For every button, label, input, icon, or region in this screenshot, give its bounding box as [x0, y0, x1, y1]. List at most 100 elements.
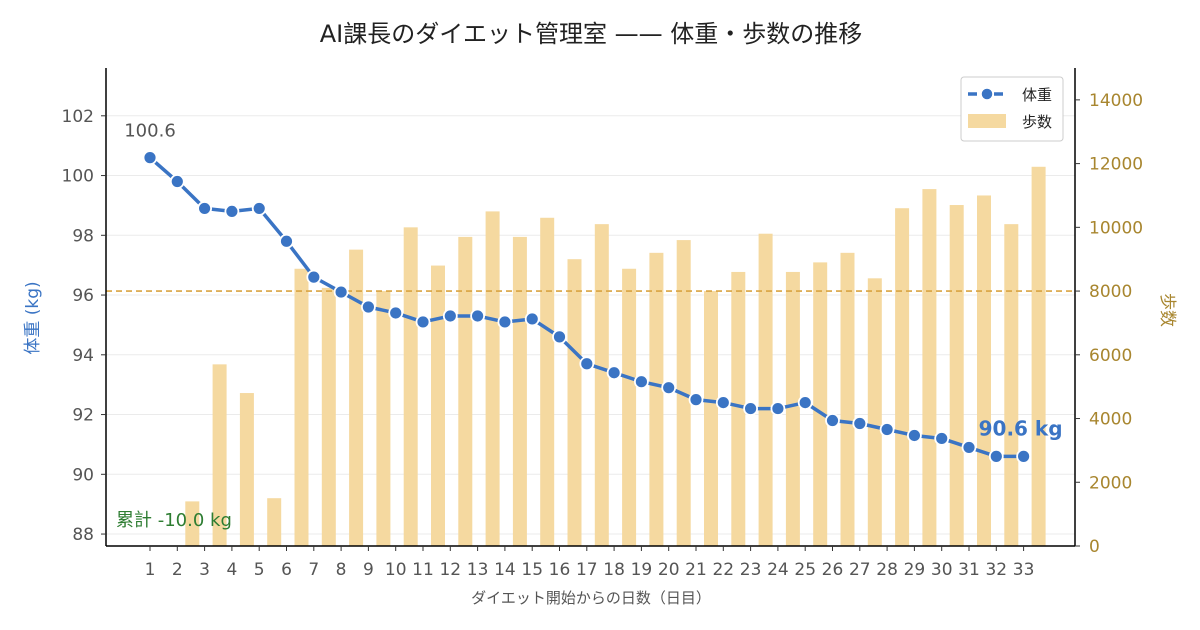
right-tick-label: 8000 [1089, 282, 1132, 302]
left-tick-label: 90 [72, 465, 94, 485]
steps-bar [785, 271, 800, 546]
x-tick-label: 25 [794, 560, 816, 580]
steps-bar [267, 498, 282, 546]
x-tick-label: 15 [521, 560, 543, 580]
weight-point [852, 416, 868, 431]
weight-point [251, 201, 267, 216]
weight-point [907, 428, 922, 443]
weight-point [770, 401, 786, 416]
x-tick-label: 3 [199, 560, 210, 580]
weight-point [470, 308, 486, 324]
weight-point [197, 201, 213, 216]
x-tick-label: 2 [172, 560, 183, 580]
right-tick-label: 2000 [1089, 473, 1132, 493]
x-tick-label: 13 [467, 560, 489, 580]
weight-point [224, 203, 240, 219]
x-tick-label: 23 [740, 560, 762, 580]
steps-bar [594, 224, 609, 546]
left-axis-label: 体重 (kg) [23, 281, 43, 354]
left-tick-label: 92 [72, 406, 94, 426]
x-tick-label: 12 [439, 560, 461, 580]
steps-bar [949, 205, 964, 546]
x-tick-label: 4 [226, 560, 237, 580]
x-tick-label: 18 [603, 560, 625, 580]
weight-point [661, 380, 677, 396]
steps-bar [922, 189, 937, 547]
x-tick-label: 16 [549, 560, 571, 580]
end-weight-label: 90.6 kg [979, 416, 1063, 440]
right-tick-label: 14000 [1089, 91, 1143, 111]
steps-bar [1031, 166, 1046, 546]
right-tick-label: 0 [1089, 537, 1100, 557]
legend-weight-label: 体重 [1022, 86, 1052, 104]
legend-steps-swatch-icon [968, 114, 1006, 128]
weight-point [934, 431, 950, 446]
weight-point [715, 395, 731, 411]
right-axis-label: 歩数 [1157, 293, 1177, 327]
weight-point [634, 374, 649, 390]
steps-bar [458, 236, 473, 547]
steps-bar [403, 227, 418, 547]
steps-bar [540, 217, 555, 547]
weight-point [415, 314, 431, 330]
x-tick-label: 28 [876, 560, 898, 580]
weight-line-path [148, 156, 1024, 459]
left-tick-label: 98 [72, 226, 94, 246]
steps-bar [185, 501, 200, 546]
left-tick-label: 88 [72, 525, 94, 545]
weight-point [961, 440, 977, 455]
x-tick-label: 20 [658, 560, 680, 580]
x-tick-label: 29 [904, 560, 926, 580]
weight-point [169, 174, 185, 189]
steps-bar [867, 278, 882, 546]
weight-point [442, 308, 458, 324]
weight-point [606, 365, 622, 381]
cumulative-loss-label: 累計 -10.0 kg [116, 510, 232, 531]
right-tick-label: 4000 [1089, 410, 1132, 430]
x-tick-label: 7 [308, 560, 319, 580]
x-tick-label: 33 [1013, 560, 1035, 580]
steps-bar [704, 291, 718, 546]
steps-bar [239, 393, 254, 546]
steps-bar [294, 268, 309, 546]
weight-point [388, 305, 404, 321]
x-tick-label: 8 [336, 560, 347, 580]
weight-point [360, 299, 376, 315]
legend: 体重 歩数 [960, 76, 1064, 142]
right-tick-label: 6000 [1089, 346, 1132, 366]
steps-bar [431, 265, 445, 546]
x-tick-label: 22 [712, 560, 734, 580]
chart-title: AI課長のダイエット管理室 —— 体重・歩数の推移 [320, 20, 863, 48]
weight-point [988, 448, 1004, 464]
weight-point [579, 356, 595, 372]
right-tick-label: 12000 [1089, 155, 1143, 175]
steps-bar [567, 259, 582, 546]
steps-bar [649, 252, 664, 546]
steps-bar [840, 252, 855, 546]
weight-point [1016, 448, 1031, 464]
weight-point [524, 311, 540, 327]
steps-bar [758, 233, 773, 546]
steps-bar [321, 287, 336, 546]
steps-bar [622, 268, 637, 546]
x-axis-ticks: 1 2 3 4 5 6 7 8 9 10 11 12 13 14 15 16 17 18 19 20 21 22 23 24 2… [145, 546, 1035, 580]
weight-point [142, 150, 158, 166]
x-tick-label: 10 [385, 560, 407, 580]
x-tick-label: 31 [958, 560, 980, 580]
steps-bar [376, 291, 391, 546]
steps-bar [977, 195, 991, 546]
steps-bar [731, 271, 746, 546]
x-tick-label: 32 [985, 560, 1007, 580]
weight-point [825, 413, 840, 428]
x-tick-label: 24 [767, 560, 789, 580]
x-tick-label: 30 [931, 560, 953, 580]
grid [106, 115, 1075, 535]
legend-steps-label: 歩数 [1022, 113, 1052, 131]
x-tick-label: 27 [849, 560, 871, 580]
steps-bar [813, 262, 828, 546]
left-axis-ticks: 88 90 92 94 96 98 100 102 [62, 107, 106, 545]
steps-bar [512, 236, 527, 547]
steps-bar [349, 249, 364, 546]
steps-bar [485, 211, 500, 546]
weight-line [142, 150, 1031, 464]
